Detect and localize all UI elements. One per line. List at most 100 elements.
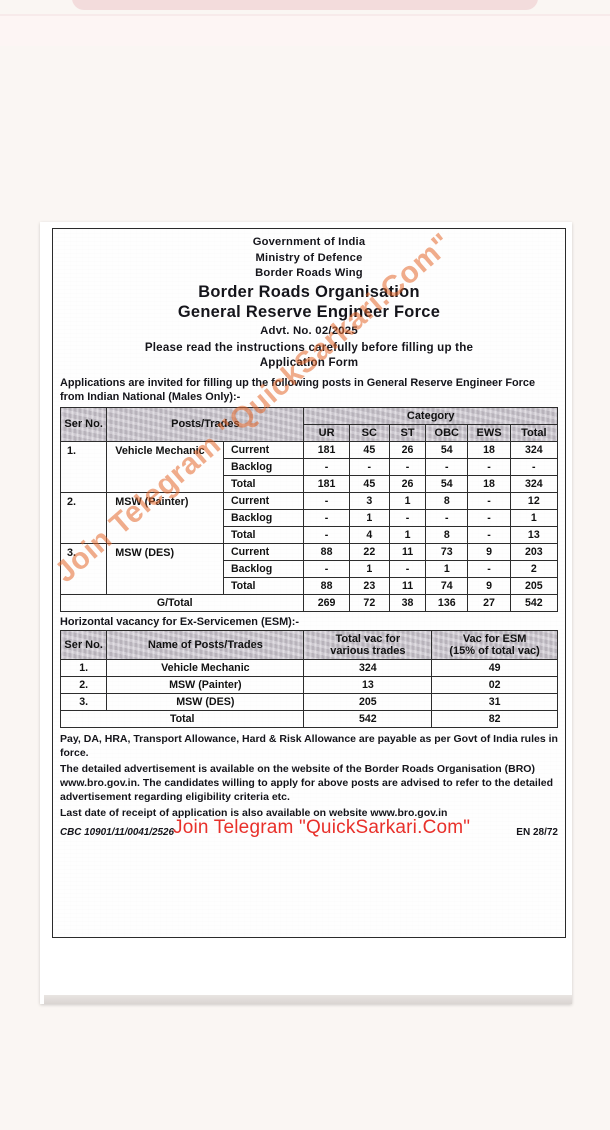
esm-table-row: 2. MSW (Painter) 13 02 [59,675,558,694]
table-row: 3. MSW (DES) Current 88 22 11 73 9 203 [59,542,559,595]
row-1-line-2-obc: 54 [425,474,469,493]
header-col-ur: UR [303,423,350,442]
footer-paragraph-2: The detailed advertisement is available … [60,762,554,803]
row-ser-2: 2. [59,491,108,544]
row-2-line-0-label: Current [222,491,305,510]
row-1-line-1-obc: - [425,457,469,476]
esm-header-esm-vac: Vac for ESM (15% of total vac) [431,629,558,660]
row-1-line-0-ur: 181 [303,440,350,459]
row-3-line-1-st: - [388,559,427,578]
row-3-line-1-sc: 1 [348,559,390,578]
row-1-line-1-ews: - [467,457,511,476]
grand-total-total: 542 [509,593,559,612]
row-1-line-1-total: - [509,457,559,476]
instruction-line-1: Please read the instructions carefully b… [144,340,474,354]
top-divider [0,14,610,16]
intro-paragraph: Applications are invited for filling up … [60,376,536,404]
row-1-line-0-sc: 45 [348,440,390,459]
row-2-line-1-ur: - [303,508,350,527]
esm-row-2-total: 13 [303,675,433,694]
row-3-line-0-ur: 88 [303,542,350,561]
row-2-line-0-ur: - [303,491,350,510]
instruction-line-2: Application Form [259,356,359,369]
row-3-line-2-total: 205 [509,576,559,595]
esm-row-2-trade: MSW (Painter) [106,675,305,694]
row-3-line-2-obc: 74 [425,576,469,595]
top-pink-bar [72,0,538,10]
row-2-line-1-sc: 1 [348,508,390,527]
row-2-line-1-label: Backlog [222,508,305,527]
row-3-line-1-label: Backlog [222,559,305,578]
row-1-line-2-total: 324 [509,474,559,493]
row-1-line-1-sc: - [348,457,390,476]
row-2-line-1-st: - [388,508,427,527]
table-row: Backlog - 1 - - - 1 [61,508,559,527]
esm-total-vac: 542 [303,709,433,728]
org-line-1: Government of India [252,236,366,248]
esm-table-row: 3. MSW (DES) 205 31 [59,692,558,711]
esm-row-1-total: 324 [303,658,433,677]
row-3-line-2-label: Total [222,576,305,595]
esm-total-esm: 82 [431,709,558,728]
grand-total-obc: 136 [425,593,469,612]
row-2-line-1-obc: - [425,508,469,527]
grand-total-sc: 72 [348,593,390,612]
header-posts-trades: Posts/Trades [106,406,305,442]
esm-row-1-ser: 1. [59,658,108,677]
esm-row-3-trade: MSW (DES) [106,692,305,711]
esm-header-total-vac: Total vac for various trades [303,629,433,660]
esm-total-row: Total 542 82 [59,709,558,728]
row-1-line-1-st: - [388,457,427,476]
row-2-line-2-ews: - [467,525,511,544]
row-2-line-2-label: Total [222,525,305,544]
header-col-obc: OBC [425,423,469,442]
esm-row-3-total: 205 [303,692,433,711]
header-col-total: Total [509,423,559,442]
row-2-line-0-sc: 3 [348,491,390,510]
row-2-line-0-obc: 8 [425,491,469,510]
header-col-ews: EWS [467,423,511,442]
org-line-3: Border Roads Wing [255,267,363,279]
row-3-line-1-ews: - [467,559,511,578]
row-1-line-0-total: 324 [509,440,559,459]
row-1-line-0-label: Current [222,440,305,459]
row-1-line-2-st: 26 [388,474,427,493]
grand-total-row: G/Total 269 72 38 136 27 542 [59,593,559,612]
esm-vacancy-table: Ser No. Name of Posts/Trades Total vac f… [59,629,558,728]
row-1-line-2-ews: 18 [467,474,511,493]
header-category: Category [303,406,558,425]
row-2-line-2-sc: 4 [348,525,390,544]
esm-header-ser-line1: Ser No. [64,638,103,651]
row-3-line-1-ur: - [303,559,350,578]
row-3-line-0-st: 11 [388,542,427,561]
esm-table-row: 1. Vehicle Mechanic 324 49 [59,658,558,677]
esm-header-esm-vac-line2: (15% of total vac) [449,644,540,657]
row-3-line-1-total: 2 [509,559,559,578]
row-ser-1: 1. [59,440,108,493]
top-tint-strip [0,16,610,46]
esm-header-esm-vac-line1: Vac for ESM [462,632,527,645]
row-3-line-2-st: 11 [388,576,427,595]
row-ser-3: 3. [59,542,108,595]
grand-total-st: 38 [388,593,427,612]
row-2-line-0-st: 1 [388,491,427,510]
header-col-st: ST [388,423,427,442]
esm-header-row: Ser No. Name of Posts/Trades Total vac f… [59,629,558,660]
esm-row-3-ser: 3. [59,692,108,711]
row-3-line-0-ews: 9 [467,542,511,561]
row-3-line-2-ews: 9 [467,576,511,595]
row-1-line-2-sc: 45 [348,474,390,493]
org-line-2: Ministry of Defence [255,251,363,264]
table-row: 2. MSW (Painter) Current - 3 1 8 - 12 [59,491,559,544]
category-vacancy-table: Ser No. Posts/Trades Category UR SC ST O… [59,406,559,612]
row-3-line-0-obc: 73 [425,542,469,561]
row-2-line-0-total: 12 [509,491,559,510]
row-3-line-1-obc: 1 [425,559,469,578]
esm-section-heading: Horizontal vacancy for Ex-Servicemen (ES… [60,615,300,628]
row-2-line-2-obc: 8 [425,525,469,544]
row-post-2: MSW (Painter) [106,491,224,544]
row-3-line-2-sc: 23 [348,576,390,595]
esm-total-label: Total [59,709,305,728]
esm-header-name: Name of Posts/Trades [106,629,305,660]
header-col-sc: SC [348,423,390,442]
